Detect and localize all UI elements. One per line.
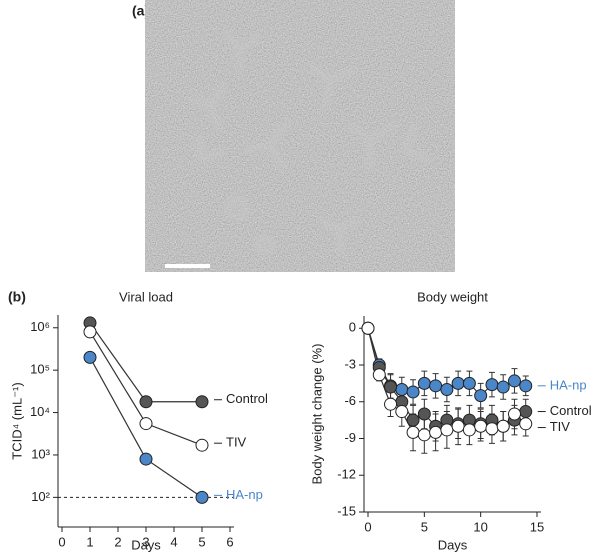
x-tick-label: 10 — [473, 519, 487, 534]
y-tick-label: 10³ — [31, 446, 50, 461]
data-point — [474, 389, 488, 403]
x-tick-label: 15 — [530, 519, 544, 534]
data-point — [417, 428, 431, 442]
legend-label: Control — [550, 403, 592, 418]
panel-label: (a) — [132, 3, 149, 19]
data-point — [139, 452, 153, 466]
data-point — [406, 385, 420, 399]
data-point — [474, 419, 488, 433]
data-point — [451, 376, 465, 390]
data-point — [485, 422, 499, 436]
data-point — [195, 490, 209, 504]
data-point — [519, 405, 533, 419]
data-point — [440, 383, 454, 396]
x-tick-label: 1 — [86, 534, 93, 549]
y-tick-label: 0 — [349, 320, 356, 335]
y-tick-label: -12 — [337, 467, 356, 482]
data-point — [462, 423, 476, 437]
data-point — [507, 407, 521, 421]
data-point — [372, 368, 386, 382]
x-tick-label: 6 — [226, 534, 233, 549]
data-point — [139, 395, 153, 409]
data-point — [83, 325, 97, 339]
data-point — [83, 350, 97, 364]
panel-label: (b) — [8, 289, 26, 305]
chart-title: Viral load — [119, 289, 173, 304]
legend-label: HA-np — [226, 487, 263, 502]
x-axis-label: Days — [131, 537, 161, 552]
x-tick-label: 5 — [421, 519, 428, 534]
data-point — [417, 376, 431, 390]
series-line — [89, 322, 202, 403]
y-axis-label: Body weight change (%) — [309, 344, 324, 485]
data-point — [384, 397, 398, 411]
y-tick-label: 10⁶ — [30, 319, 50, 334]
micrograph — [145, 0, 455, 272]
data-point — [429, 425, 443, 439]
x-tick-label: 0 — [58, 534, 65, 549]
data-point — [139, 417, 153, 431]
data-point — [496, 419, 510, 433]
data-point — [519, 417, 533, 431]
y-tick-label: -15 — [337, 503, 356, 518]
x-tick-label: 4 — [170, 534, 177, 549]
data-point — [462, 376, 476, 390]
data-point — [440, 423, 454, 437]
chart-title: Body weight — [417, 289, 488, 304]
data-point — [519, 379, 533, 393]
legend-label: HA-np — [550, 377, 587, 392]
x-tick-label: 5 — [198, 534, 205, 549]
data-point — [507, 374, 521, 388]
x-tick-label: 0 — [364, 519, 371, 534]
data-point — [417, 407, 431, 421]
y-tick-label: 10⁴ — [30, 404, 50, 419]
data-point — [496, 380, 510, 394]
legend-label: TIV — [226, 435, 247, 450]
y-tick-label: -3 — [344, 356, 356, 371]
data-point — [395, 405, 409, 419]
data-point — [406, 425, 420, 439]
y-axis-label: TCID⁴ (mL⁻¹) — [9, 382, 24, 459]
x-tick-label: 3 — [142, 534, 149, 549]
y-tick-label: 10² — [31, 489, 50, 504]
y-tick-label: -6 — [344, 393, 356, 408]
data-point — [361, 321, 375, 335]
data-point — [395, 383, 409, 396]
legend-label: TIV — [550, 419, 571, 434]
data-point — [195, 395, 209, 409]
y-tick-label: -9 — [344, 430, 356, 445]
data-point — [451, 419, 465, 433]
y-tick-label: 10⁵ — [30, 362, 50, 377]
data-point — [485, 378, 499, 392]
x-axis-label: Days — [438, 537, 468, 552]
data-point — [429, 379, 443, 393]
legend-label: Control — [226, 391, 268, 406]
data-point — [406, 413, 420, 427]
x-tick-label: 2 — [114, 534, 121, 549]
data-point — [195, 438, 209, 452]
data-point — [384, 380, 398, 394]
